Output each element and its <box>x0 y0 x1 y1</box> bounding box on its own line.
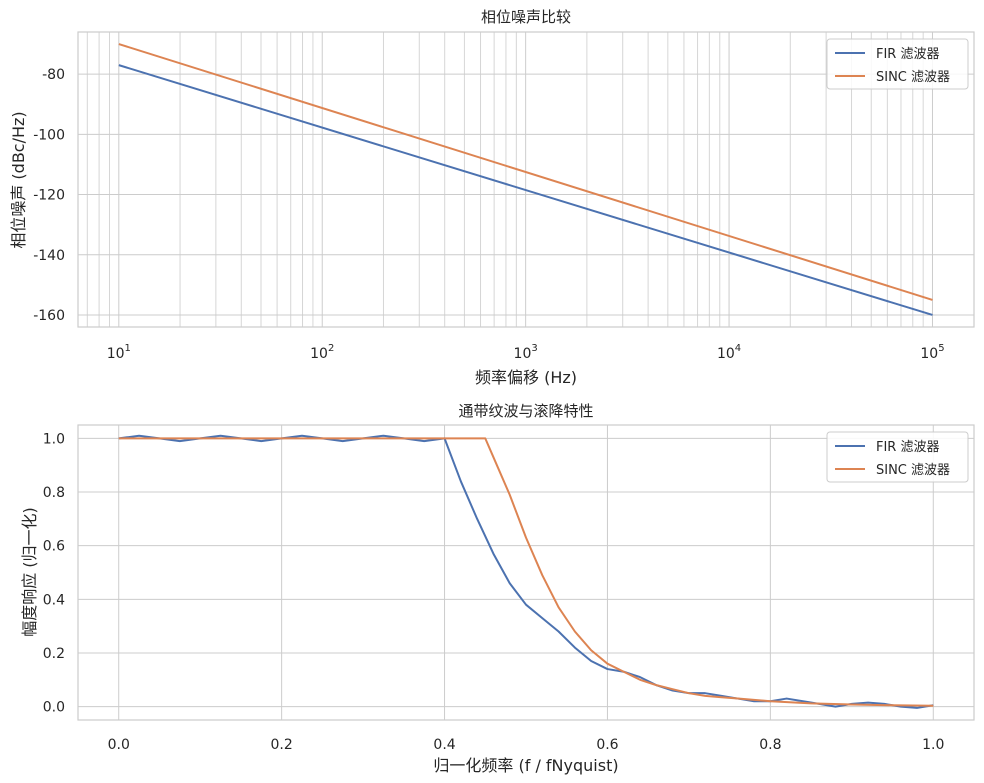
x-tick-label: 104 <box>717 343 741 362</box>
ripple-plot-frame <box>77 424 975 721</box>
series-line-sinc <box>118 43 933 301</box>
y-tick-label: 1.0 <box>43 431 65 447</box>
phase-noise-chart: 101 102 103 104 105 -80 -100 -120 -140 -160 相位噪声比… <box>9 8 975 387</box>
y-tick-label: 0.6 <box>43 539 65 555</box>
ripple-legend: FIR 滤波器 SINC 滤波器 <box>826 431 969 483</box>
series-line-sinc <box>118 437 934 707</box>
y-tick-label: -120 <box>33 188 65 204</box>
y-tick-label: 0.4 <box>43 592 65 608</box>
y-tick-label: -100 <box>33 127 65 143</box>
x-tick-label: 0.4 <box>433 737 455 753</box>
x-tick-label: 1.0 <box>922 737 944 753</box>
ripple-rolloff-chart: 0.0 0.2 0.4 0.6 0.8 1.0 0.0 0.2 0.4 0.6 0.8 1.0 通带纹… <box>20 402 975 775</box>
phase-noise-legend-label-sinc: SINC 滤波器 <box>876 70 950 85</box>
ripple-x-axis-label: 归一化频率 (f / fNyquist) <box>433 756 618 775</box>
phase-noise-plot-frame <box>77 31 975 328</box>
ripple-ticks: 0.0 0.2 0.4 0.6 0.8 1.0 0.0 0.2 0.4 0.6 0.8 1.0 <box>43 431 945 753</box>
x-tick-label: 0.0 <box>108 737 130 753</box>
phase-noise-y-axis-label: 相位噪声 (dBc/Hz) <box>9 111 28 248</box>
y-tick-label: -160 <box>33 308 65 324</box>
series-line-fir <box>118 434 934 709</box>
ripple-grid <box>78 425 974 720</box>
phase-noise-title: 相位噪声比较 <box>481 8 571 26</box>
x-tick-label: 101 <box>107 343 131 362</box>
phase-noise-legend-label-fir: FIR 滤波器 <box>876 47 939 62</box>
phase-noise-x-axis-label: 频率偏移 (Hz) <box>475 368 577 387</box>
y-tick-label: 0.8 <box>43 485 65 501</box>
x-tick-label: 0.6 <box>596 737 618 753</box>
phase-noise-lines <box>118 43 933 316</box>
series-line-fir <box>118 64 933 316</box>
ripple-legend-label-fir: FIR 滤波器 <box>876 440 939 455</box>
y-tick-label: -140 <box>33 248 65 264</box>
x-tick-label: 105 <box>920 343 944 362</box>
x-tick-label: 102 <box>310 343 334 362</box>
ripple-y-axis-label: 幅度响应 (归一化) <box>20 507 39 637</box>
ripple-title: 通带纹波与滚降特性 <box>458 402 593 420</box>
phase-noise-ticks: 101 102 103 104 105 -80 -100 -120 -140 -160 <box>33 67 944 362</box>
ripple-legend-label-sinc: SINC 滤波器 <box>876 463 950 478</box>
x-tick-label: 0.8 <box>759 737 781 753</box>
x-tick-label: 103 <box>514 343 538 362</box>
phase-noise-legend: FIR 滤波器 SINC 滤波器 <box>826 38 969 90</box>
y-tick-label: 0.2 <box>43 646 65 662</box>
x-tick-label: 0.2 <box>271 737 293 753</box>
y-tick-label: 0.0 <box>43 700 65 716</box>
y-tick-label: -80 <box>42 67 65 83</box>
ripple-lines <box>118 434 934 709</box>
phase-noise-grid <box>78 32 974 327</box>
